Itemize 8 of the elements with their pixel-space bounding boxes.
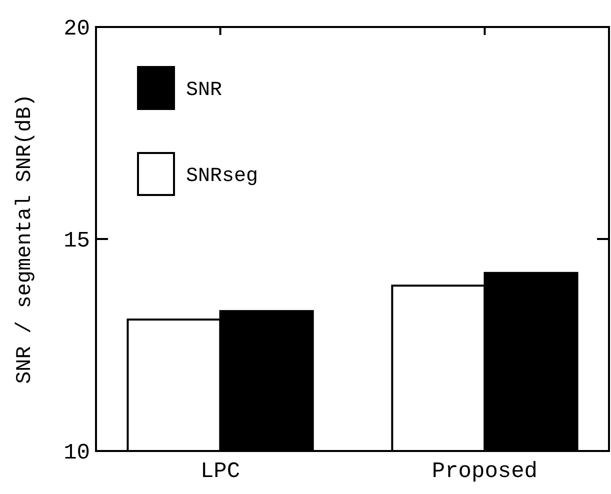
- legend-label: SNRseg: [186, 165, 258, 188]
- x-tick-label: Proposed: [432, 459, 538, 484]
- y-axis-title: SNR / segmental SNR(dB): [14, 94, 37, 384]
- y-tick-label: 20: [64, 16, 90, 42]
- legend-label: SNR: [186, 79, 222, 102]
- y-tick-label: 15: [64, 228, 90, 254]
- y-tick-label: 10: [64, 440, 90, 466]
- x-tick-label: LPC: [200, 459, 240, 484]
